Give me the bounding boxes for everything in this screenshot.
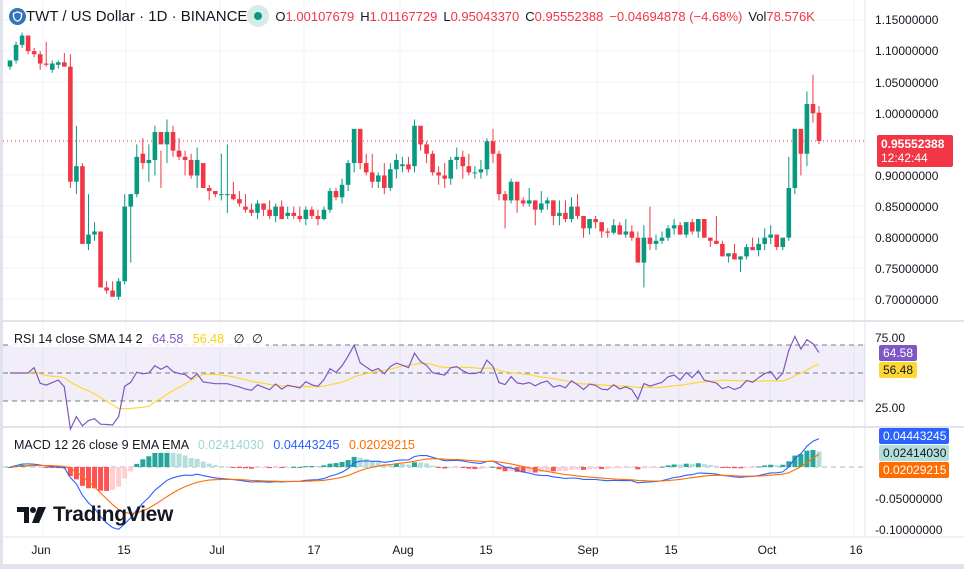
rsi-value: 64.58: [152, 332, 184, 346]
time-axis-label: 16: [849, 543, 863, 557]
price-axis-label: 0.75000000: [875, 262, 939, 276]
close-value: 0.95552388: [534, 8, 604, 24]
time-axis-label: 17: [307, 543, 321, 557]
volume-value: 78.576K: [766, 8, 815, 24]
last-price-tag: 0.95552388 12:42:44: [877, 135, 953, 167]
change-value: −0.04694878 (−4.68%): [609, 8, 743, 24]
open-label: O: [275, 8, 286, 24]
time-axis-label: 15: [479, 543, 493, 557]
price-axis-label: 0.80000000: [875, 231, 939, 245]
market-open-dot-icon[interactable]: [247, 5, 270, 27]
time-axis-label: Jul: [209, 543, 225, 557]
bar-countdown: 12:42:44: [881, 151, 928, 165]
time-axis-label: Sep: [577, 543, 599, 557]
price-axis-label: 0.90000000: [875, 169, 939, 183]
macd-signal-value: 0.02029215: [348, 438, 415, 452]
tradingview-logo-text: TradingView: [53, 503, 174, 526]
rsi-name: RSI 14 close SMA 14 2: [14, 332, 143, 346]
low-label: L: [443, 8, 451, 24]
time-axis-label: 15: [117, 543, 131, 557]
rsi-axis-label: 25.00: [875, 401, 906, 415]
rsi-sma-value: 56.48: [192, 332, 225, 346]
macd-axis-label: -0.05000000: [875, 492, 943, 506]
macd-histogram-value: 0.02414030: [197, 438, 264, 452]
tradingview-logo[interactable]: TradingView: [17, 503, 173, 527]
rsi-extra-2: ∅: [251, 332, 263, 346]
tradingview-logo-icon: [17, 507, 46, 523]
macd-signal-tag: 0.02029215: [879, 462, 949, 478]
price-axis-label: 0.85000000: [875, 200, 939, 214]
symbol-title[interactable]: TWT / US Dollar · 1D · BINANCE: [26, 7, 248, 25]
trust-wallet-shield-icon: [9, 7, 26, 25]
last-price-value: 0.95552388: [881, 137, 945, 151]
price-axis-label: 1.05000000: [875, 76, 939, 90]
macd-line-tag: 0.04443245: [879, 428, 949, 444]
high-value: 1.01167729: [369, 8, 438, 24]
price-axis-label: 1.15000000: [875, 13, 939, 27]
macd-name: MACD 12 26 close 9 EMA EMA: [14, 438, 189, 452]
time-axis-label: 15: [664, 543, 678, 557]
low-value: 0.95043370: [450, 8, 520, 24]
open-value: 1.00107679: [285, 8, 355, 24]
volume-label: Vol: [748, 8, 767, 24]
macd-histogram-tag: 0.02414030: [879, 445, 949, 461]
chart-canvas[interactable]: [3, 0, 964, 564]
price-axis-label: 1.10000000: [875, 44, 939, 58]
price-axis-label: 1.00000000: [875, 107, 939, 121]
rsi-value-tag: 64.58: [879, 345, 918, 361]
time-axis-label: Jun: [31, 543, 51, 557]
rsi-legend[interactable]: RSI 14 close SMA 14 2 64.58 56.48 ∅ ∅: [11, 330, 266, 347]
rsi-extra-1: ∅: [233, 332, 245, 346]
close-label: C: [525, 8, 535, 24]
rsi-axis-label: 75.00: [875, 331, 906, 345]
symbol-legend: TWT / US Dollar · 1D · BINANCE O 1.001076…: [9, 5, 815, 27]
high-label: H: [360, 8, 370, 24]
macd-axis-label: -0.10000000: [875, 523, 943, 537]
time-axis-label: Aug: [392, 543, 414, 557]
rsi-sma-tag: 56.48: [879, 362, 918, 378]
macd-line-value: 0.04443245: [273, 438, 340, 452]
price-axis-label: 0.70000000: [875, 293, 939, 307]
macd-legend[interactable]: MACD 12 26 close 9 EMA EMA 0.02414030 0.…: [11, 437, 418, 453]
chart-frame: TWT / US Dollar · 1D · BINANCE O 1.001076…: [3, 0, 964, 564]
time-axis-label: Oct: [757, 543, 777, 557]
